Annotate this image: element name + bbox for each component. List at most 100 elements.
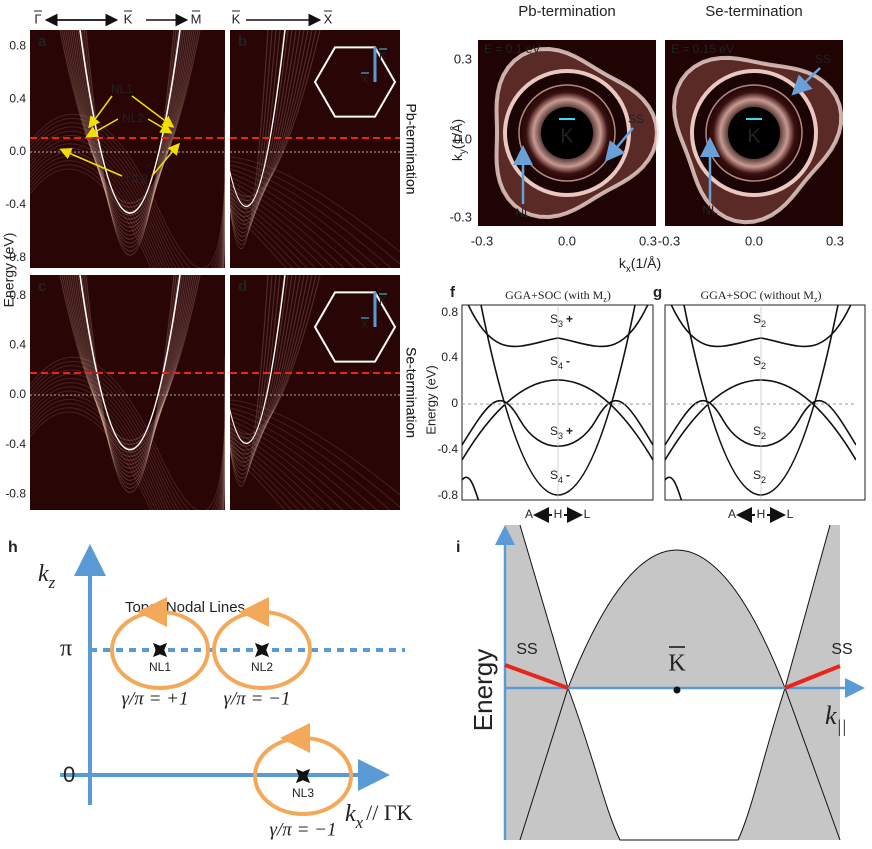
band <box>30 152 225 268</box>
bz-label: K <box>379 50 387 62</box>
panel-label: c <box>38 278 46 295</box>
y-tick-label: 0 <box>63 762 75 787</box>
termination-label: Se-termination <box>403 347 419 438</box>
ss-label: SS <box>815 52 831 66</box>
band <box>230 411 378 510</box>
band <box>230 275 309 447</box>
nl-label: NL2 <box>251 660 273 674</box>
e-title: Se-termination <box>705 3 803 20</box>
y-axis-label-part: y <box>458 149 469 154</box>
state-label: S3 + <box>550 312 573 329</box>
x-axis-label: kx// ΓK <box>345 800 413 832</box>
termination-label: Pb-termination <box>403 103 419 194</box>
e-energy: E = 0.15 eV <box>671 42 734 56</box>
bz-label: X <box>361 319 369 331</box>
surface-band <box>79 275 181 451</box>
band <box>230 30 269 249</box>
fg-title-part: z <box>814 295 818 304</box>
band <box>30 379 225 510</box>
band <box>230 423 344 510</box>
band <box>230 275 301 455</box>
state-part: S <box>550 354 558 368</box>
band <box>30 371 225 510</box>
path-label: A <box>525 507 533 521</box>
fg-panel <box>664 304 866 501</box>
band <box>59 30 201 204</box>
node-star <box>254 642 270 658</box>
x-axis-label: kx(1/Å) <box>619 255 661 275</box>
band <box>30 124 225 268</box>
band <box>230 30 309 209</box>
surface-band <box>230 275 286 445</box>
y-tick-label: -0.8 <box>437 488 458 502</box>
x-axis-label-part: x <box>626 264 631 275</box>
gap-region <box>568 688 785 840</box>
k-point: K <box>560 125 574 147</box>
band <box>230 431 324 510</box>
node-star <box>152 642 168 658</box>
x-axis-part: // ΓK <box>366 800 412 825</box>
band <box>230 443 300 510</box>
band <box>77 275 183 477</box>
y-tick-label: 0.0 <box>9 144 26 158</box>
band <box>230 176 356 268</box>
state-part: S <box>550 424 558 438</box>
state-part: - <box>566 354 570 368</box>
state-label: S4- <box>550 354 570 371</box>
band <box>230 30 317 201</box>
state-part: S <box>753 354 761 368</box>
y-tick-label: 0.8 <box>441 305 458 319</box>
nl-arrow <box>85 118 119 138</box>
band <box>462 476 480 500</box>
x-axis-label-part: k <box>345 801 356 827</box>
y-axis-label: kz <box>38 561 56 593</box>
k-point: K <box>747 125 761 147</box>
band <box>230 156 400 253</box>
nl-arrow <box>147 118 173 134</box>
band <box>30 367 225 510</box>
band <box>30 140 225 268</box>
nl-label: NL <box>515 206 531 220</box>
band-panel <box>30 30 225 268</box>
panel-label: g <box>653 284 662 301</box>
band <box>30 399 225 510</box>
ss-arrow <box>604 127 634 162</box>
path-label: Γ <box>34 11 41 26</box>
node-star <box>295 768 311 784</box>
fs-core <box>541 107 593 159</box>
band <box>30 391 225 510</box>
path-label: X <box>324 11 333 26</box>
band <box>65 275 195 453</box>
k-dot <box>673 686 681 694</box>
band <box>230 407 391 510</box>
y-tick-label: -0.4 <box>437 442 458 456</box>
band-curves <box>30 275 225 510</box>
x-axis-label-part: k <box>619 255 627 271</box>
path-label: L <box>787 507 794 521</box>
state-label: S3 + <box>550 424 573 441</box>
state-part: S <box>753 312 761 326</box>
band <box>30 164 225 268</box>
band <box>71 275 189 465</box>
state-part: + <box>566 424 573 438</box>
state-part: 3 <box>558 431 563 441</box>
state-part: 3 <box>558 319 563 329</box>
band <box>30 363 225 510</box>
state-label: S2 <box>753 312 766 329</box>
band <box>230 275 321 435</box>
y-tick-label: 0.3 <box>454 51 472 66</box>
state-label: S2 <box>753 468 766 485</box>
state-part: + <box>566 312 573 326</box>
bz-label: X <box>361 74 369 86</box>
x-tick-label: -0.3 <box>658 233 680 248</box>
panel-label: f <box>450 284 456 301</box>
band <box>30 403 225 510</box>
band <box>63 30 197 212</box>
bz-label: K <box>379 295 387 307</box>
nl-label: NL1 <box>111 82 133 96</box>
nl-label: NL3 <box>292 786 314 800</box>
band <box>230 275 305 451</box>
state-part: 2 <box>761 361 766 371</box>
band <box>65 30 195 216</box>
